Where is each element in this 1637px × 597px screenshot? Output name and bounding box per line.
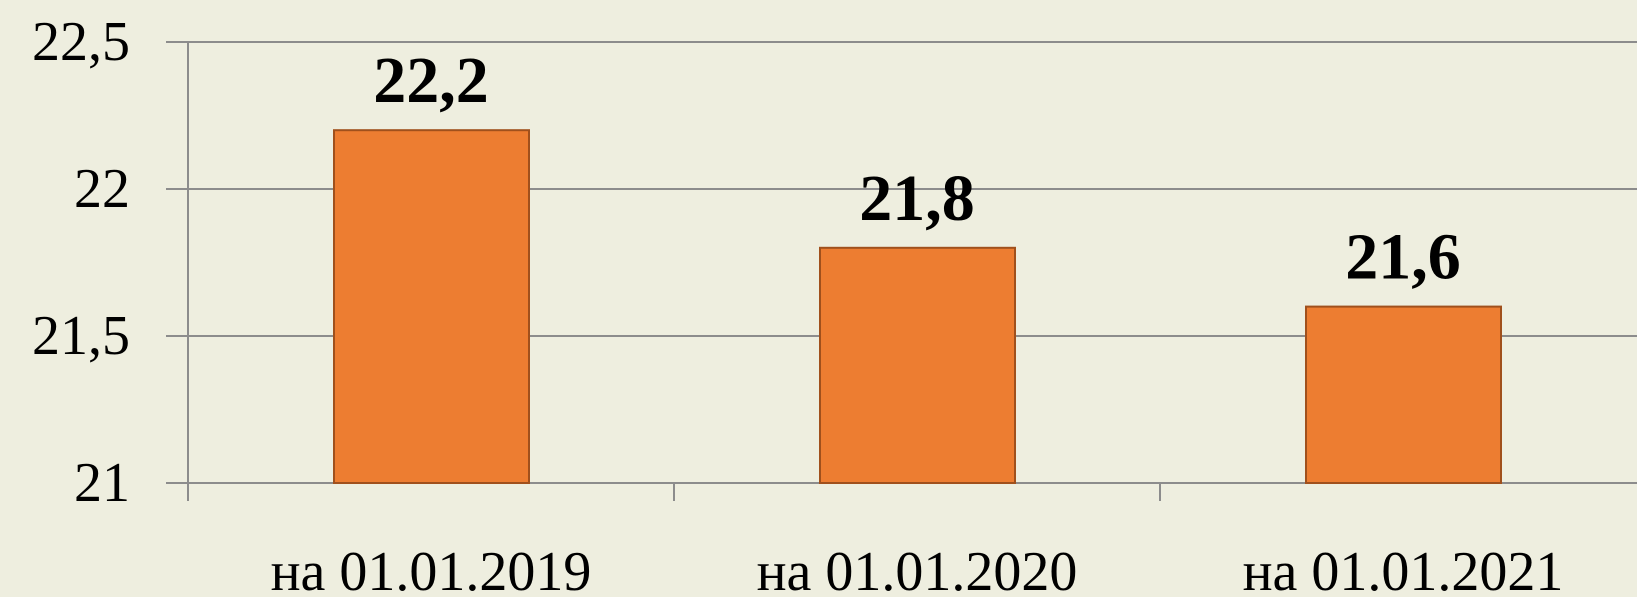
x-tick-label: на 01.01.2021: [1243, 541, 1564, 597]
value-label: 21,6: [1345, 221, 1461, 294]
bar: [819, 246, 1016, 484]
y-tick-label: 22,5: [32, 11, 130, 73]
bar: [1305, 305, 1502, 484]
value-label: 22,2: [373, 44, 489, 117]
bar: [333, 129, 530, 484]
y-tick-label: 21,5: [32, 305, 130, 367]
y-tick-label: 22: [74, 158, 130, 220]
value-label: 21,8: [859, 162, 975, 235]
x-tick-label: на 01.01.2019: [271, 541, 592, 597]
y-tick-label: 21: [74, 452, 130, 514]
x-tick-label: на 01.01.2020: [757, 541, 1078, 597]
